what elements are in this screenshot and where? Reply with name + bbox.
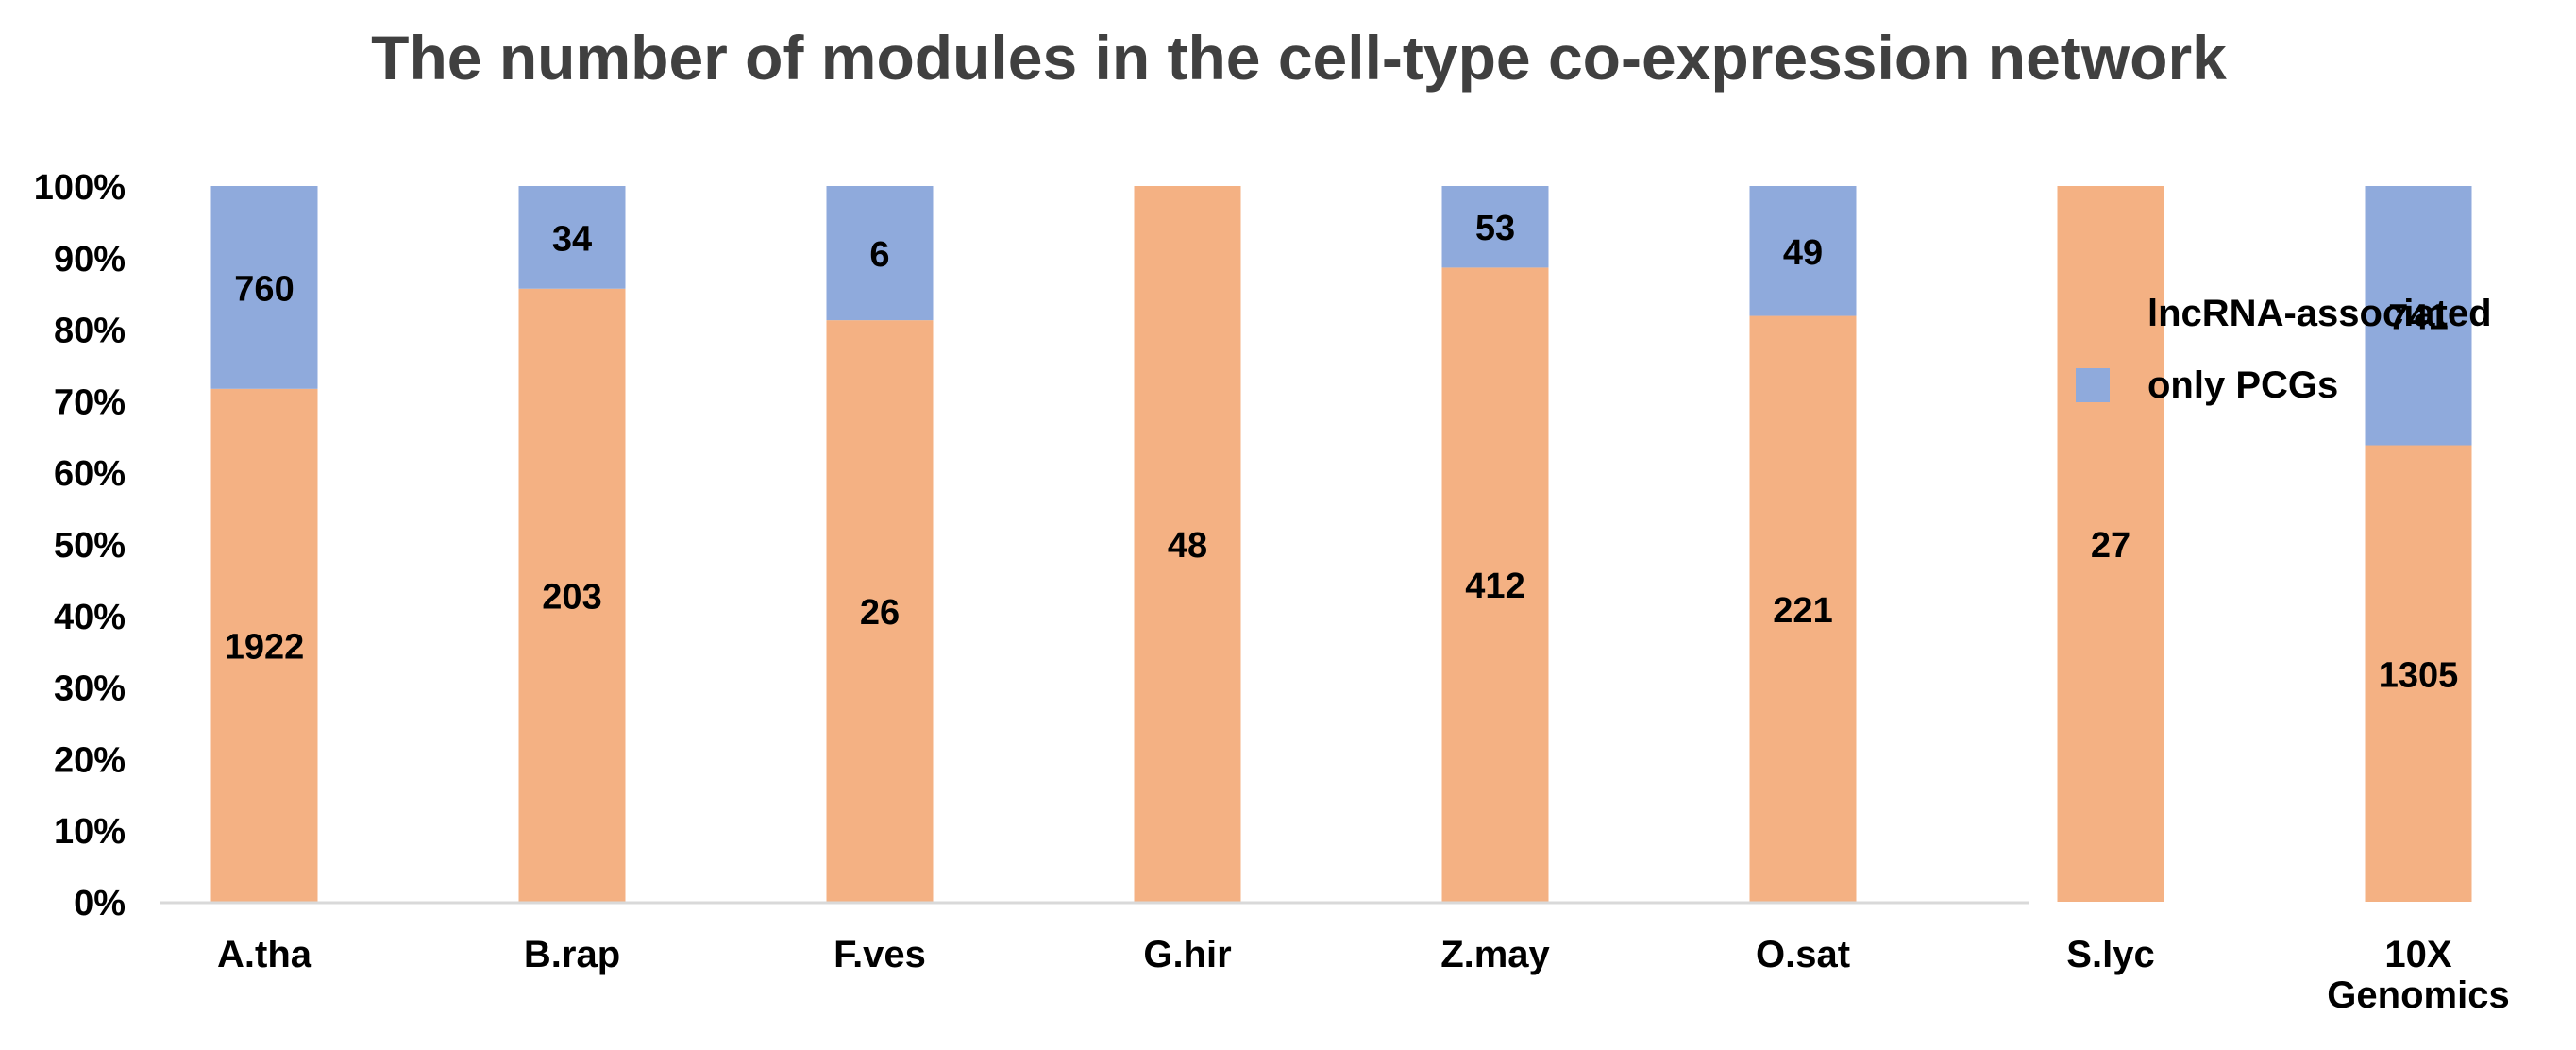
- y-tick-label: 100%: [34, 168, 126, 208]
- data-label: 34: [552, 219, 592, 259]
- y-tick-label: 60%: [54, 454, 126, 494]
- data-label: 27: [2091, 526, 2130, 566]
- bar-segment-pcg: [1441, 186, 1549, 268]
- data-label: 412: [1465, 567, 1524, 606]
- bars: 1922760203342664841253221492713057416111…: [210, 186, 2472, 902]
- data-label: 741: [2388, 297, 2448, 337]
- data-label: 49: [1783, 233, 1823, 273]
- x-tick-label: B.rap: [524, 934, 620, 975]
- bar-segment-pcg: [2365, 186, 2472, 446]
- data-label: 6: [869, 235, 889, 275]
- legend-label: lncRNA-associated: [2147, 293, 2492, 334]
- x-tick-label: Genomics: [2327, 974, 2509, 1016]
- bar-segment-lncrna: [518, 288, 626, 902]
- bar-segment-lncrna: [1134, 186, 1241, 902]
- data-label: 26: [860, 593, 900, 633]
- bar-segment-lncrna: [1441, 267, 1549, 902]
- legend: lncRNA-associated only PCGs: [2076, 293, 2492, 406]
- bar-segment-pcg: [826, 186, 934, 321]
- data-label: 1922: [225, 627, 305, 667]
- y-tick-label: 80%: [54, 312, 126, 351]
- legend-swatch: [2076, 368, 2110, 402]
- y-tick-label: 20%: [54, 740, 126, 780]
- legend-swatch: [2076, 296, 2110, 330]
- bar-segment-pcg: [210, 186, 318, 389]
- data-label: 48: [1168, 526, 1207, 566]
- data-label: 53: [1475, 209, 1515, 248]
- x-tick-label: Z.may: [1440, 934, 1550, 975]
- y-tick-label: 90%: [54, 240, 126, 279]
- bar-segment-pcg: [1749, 186, 1857, 316]
- chart-title: The number of modules in the cell-type c…: [371, 23, 2227, 93]
- y-tick-label: 70%: [54, 382, 126, 422]
- x-axis: A.tha B.rap F.ves G.hir Z.may O.sat S.lyc 10XGe…: [217, 934, 2510, 1016]
- bar-segment-lncrna: [2057, 186, 2164, 902]
- y-tick-label: 40%: [54, 598, 126, 637]
- y-tick-label: 0%: [74, 884, 126, 923]
- data-label: 203: [542, 577, 601, 617]
- x-tick-label: S.lyc: [2066, 934, 2154, 975]
- bar-segment-lncrna: [826, 320, 934, 902]
- x-tick-label: O.sat: [1756, 934, 1850, 975]
- x-tick-label: A.tha: [217, 934, 312, 975]
- data-label: 760: [234, 269, 294, 309]
- x-tick-label: 10X: [2384, 934, 2451, 975]
- bar-segment-lncrna: [1749, 315, 1857, 902]
- y-axis: 0% 10% 20% 30% 40% 50% 60% 70% 80% 90% 100%: [34, 168, 126, 923]
- bar-segment-lncrna: [2365, 445, 2472, 902]
- x-tick-label: G.hir: [1143, 934, 1231, 975]
- y-tick-label: 50%: [54, 526, 126, 566]
- bar-segment-pcg: [518, 186, 626, 289]
- data-label: 1305: [2379, 655, 2459, 695]
- y-tick-label: 10%: [54, 812, 126, 852]
- legend-label: only PCGs: [2147, 364, 2338, 406]
- y-tick-label: 30%: [54, 669, 126, 709]
- bar-segment-lncrna: [210, 388, 318, 902]
- data-label: 221: [1773, 591, 1832, 631]
- x-tick-label: F.ves: [833, 934, 926, 975]
